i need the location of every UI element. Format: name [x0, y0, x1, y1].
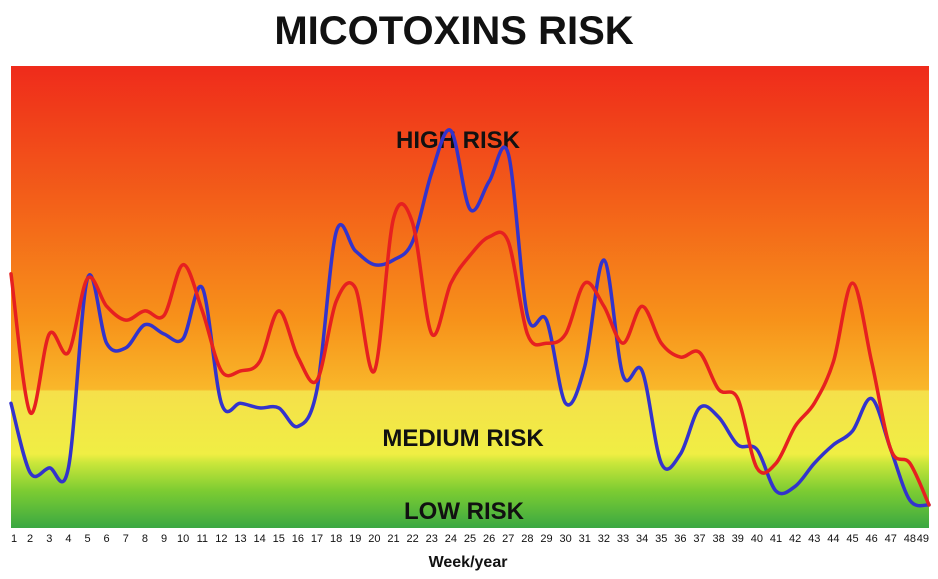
x-tick-label: 40: [751, 533, 763, 545]
x-tick-label: 34: [636, 533, 648, 545]
x-tick-label: 12: [215, 533, 227, 545]
series-layer: [9, 128, 931, 508]
x-tick-label: 47: [885, 533, 897, 545]
x-axis-title: Week/year: [429, 554, 508, 571]
x-tick-label: 11: [197, 533, 208, 545]
x-tick-label: 23: [426, 533, 438, 545]
series-line-red: [9, 202, 931, 507]
x-tick-label: 3: [46, 533, 52, 545]
x-tick-label: 10: [177, 533, 189, 545]
x-tick-label: 24: [445, 533, 457, 545]
x-tick-label: 44: [827, 533, 839, 545]
x-tick-label: 5: [84, 533, 90, 545]
x-tick-label: 31: [579, 533, 591, 545]
x-tick-label: 33: [617, 533, 629, 545]
x-tick-label: 21: [387, 533, 399, 545]
x-tick-label: 42: [789, 533, 801, 545]
x-tick-label: 17: [311, 533, 323, 545]
x-tick-label: 1: [11, 533, 17, 545]
x-tick-label: 36: [674, 533, 686, 545]
low-risk-label: LOW RISK: [404, 498, 525, 525]
x-tick-label: 20: [368, 533, 380, 545]
x-tick-label: 22: [406, 533, 418, 545]
risk-background: [11, 66, 929, 528]
x-tick-label: 26: [483, 533, 495, 545]
x-tick-label: 35: [655, 533, 667, 545]
x-tick-label: 41: [770, 533, 782, 545]
x-tick-label: 37: [693, 533, 705, 545]
x-tick-label: 30: [559, 533, 571, 545]
x-tick-label: 15: [273, 533, 285, 545]
x-tick-label: 38: [712, 533, 724, 545]
x-tick-label: 27: [502, 533, 514, 545]
x-tick-label: 45: [846, 533, 858, 545]
x-tick-label: 18: [330, 533, 342, 545]
x-tick-label: 2: [27, 533, 33, 545]
medium-risk-label: MEDIUM RISK: [382, 425, 544, 452]
x-tick-label: 46: [865, 533, 877, 545]
x-tick-label: 6: [104, 533, 110, 545]
x-tick-label: 13: [234, 533, 246, 545]
x-tick-label: 16: [292, 533, 304, 545]
x-tick-label: 25: [464, 533, 476, 545]
x-tick-label: 14: [253, 533, 265, 545]
x-tick-label: 29: [540, 533, 552, 545]
series-line-blue: [9, 128, 931, 508]
x-tick-label: 39: [732, 533, 744, 545]
x-tick-label: 32: [598, 533, 610, 545]
x-tick-label: 28: [521, 533, 533, 545]
x-tick-label: 49: [917, 533, 929, 545]
x-tick-label: 48: [904, 533, 916, 545]
chart-title: MICOTOXINS RISK: [274, 9, 633, 53]
x-tick-label: 19: [349, 533, 361, 545]
x-tick-labels: 1 2 3 4 5 6 7 8 9 10 11 12 13 14 15 16 17 18 19 20 21 22 23 24 2…: [11, 533, 929, 545]
x-tick-label: 8: [142, 533, 148, 545]
x-tick-label: 4: [65, 533, 71, 545]
x-tick-label: 9: [161, 533, 167, 545]
x-tick-label: 7: [123, 533, 129, 545]
x-tick-label: 43: [808, 533, 820, 545]
